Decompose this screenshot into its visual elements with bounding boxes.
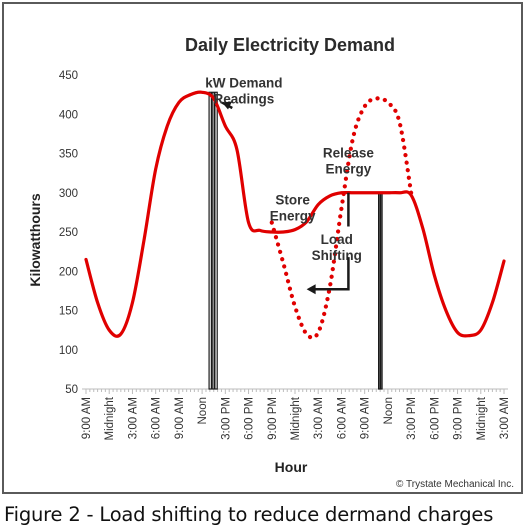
x-tick-label: 9:00 AM (360, 397, 372, 439)
x-tick-label: 3:00 AM (127, 397, 139, 439)
store-energy-label: Store (275, 193, 310, 208)
series-lines (84, 90, 506, 340)
chart-frame (2, 2, 523, 494)
x-tick-label: 6:00 PM (244, 397, 256, 440)
y-tick-label: 50 (65, 384, 78, 396)
load-shifting-arrowhead (306, 284, 316, 295)
copyright-credit: © Trystate Mechanical Inc. (396, 479, 514, 490)
x-tick-label: 3:00 PM (406, 397, 418, 440)
load-shifting-label: Shifting (312, 248, 362, 263)
x-tick-label: 9:00 AM (81, 397, 93, 439)
y-tick-label: 400 (59, 109, 78, 121)
x-axis-label: Hour (275, 459, 308, 475)
demand-chart: Daily Electricity Demand 50 100 150 200 250 3… (27, 35, 514, 490)
x-tick-label: 6:00 AM (336, 397, 348, 439)
y-tick-label: 200 (59, 266, 78, 278)
kw-demand-label: Readings (214, 92, 275, 107)
x-tick-label: 9:00 AM (174, 397, 186, 439)
y-tick-label: 100 (59, 345, 78, 357)
x-tick-label: 9:00 PM (267, 397, 279, 440)
x-tick-label: Noon (197, 397, 209, 425)
x-tick-label: 3:00 AM (313, 397, 325, 439)
demand-line (84, 90, 506, 338)
y-axis-label: Kilowatthours (27, 193, 43, 287)
demand-readings (208, 91, 383, 390)
kw-demand-label: kW Demand (205, 76, 282, 91)
x-tick-label: 6:00 AM (151, 397, 163, 439)
x-tick-label: Midnight (476, 396, 488, 440)
y-tick-label: 350 (59, 149, 78, 161)
release-energy-label: Energy (326, 161, 372, 176)
x-tick-label: 6:00 PM (429, 397, 441, 440)
axes: 50 100 150 200 250 300 350 400 450 9:00 AM Midnigh… (59, 70, 511, 440)
y-tick-label: 300 (59, 188, 78, 200)
figure-caption: Figure 2 - Load shifting to reduce derma… (4, 503, 494, 526)
load-shifting-arrow (312, 192, 350, 291)
x-tick-label: Midnight (104, 396, 116, 440)
release-energy-label: Release (323, 145, 375, 160)
y-tick-label: 250 (59, 227, 78, 239)
x-tick-label: Midnight (290, 396, 302, 440)
store-energy-label: Energy (270, 209, 316, 224)
y-tick-label: 450 (59, 70, 78, 82)
x-tick-label: 3:00 PM (220, 397, 232, 440)
chart-title: Daily Electricity Demand (185, 35, 395, 55)
load-shifting-label: Load (321, 232, 353, 247)
x-tick-label: 9:00 PM (453, 397, 465, 440)
shifted-demand-line (269, 96, 414, 340)
kw-demand-arrowhead (222, 101, 233, 110)
x-tick-label: 3:00 AM (499, 397, 511, 439)
annotations: kW DemandReadingsReleaseEnergyStoreEnerg… (205, 76, 374, 295)
demand-reading-bar (208, 91, 218, 390)
y-tick-label: 150 (59, 306, 78, 318)
x-tick-label: Noon (383, 397, 395, 425)
